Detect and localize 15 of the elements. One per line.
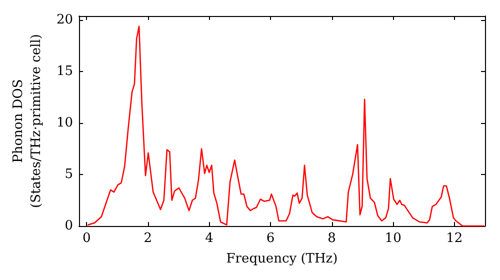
y-tick-label: 20 <box>56 12 73 28</box>
y-axis-title: Phonon DOS (States/THz·primitive cell) <box>11 34 44 208</box>
y-tick-label: 5 <box>64 167 73 182</box>
x-axis-title: Frequency (THz) <box>226 251 338 266</box>
y-tick-label: 15 <box>56 64 73 80</box>
line-series <box>86 26 486 227</box>
y-tick-label: 0 <box>64 218 73 234</box>
x-tick-label: 2 <box>144 231 152 246</box>
x-tick-label: 4 <box>205 231 214 246</box>
y-tick-label: 10 <box>56 116 73 131</box>
x-tick-label: 10 <box>384 231 402 246</box>
x-tick-label: 12 <box>446 231 463 246</box>
x-tick-label: 8 <box>328 231 336 246</box>
x-tick-label: 0 <box>82 231 91 246</box>
x-tick-label: 6 <box>266 231 275 246</box>
